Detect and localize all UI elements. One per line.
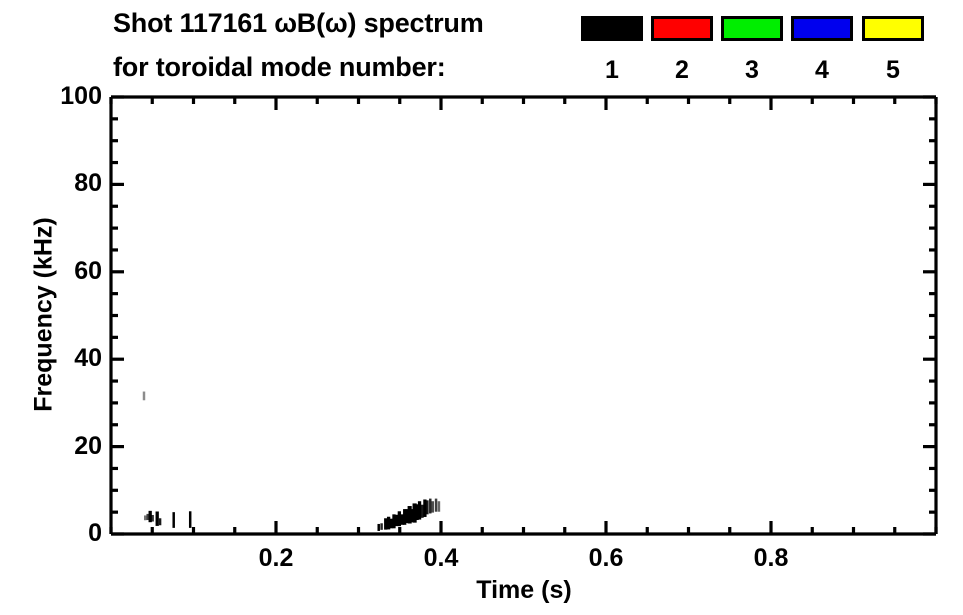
data-mark [155, 511, 159, 526]
data-mark [380, 523, 383, 530]
y-tick-group [111, 95, 936, 536]
series-1 [142, 391, 441, 531]
data-mark [397, 511, 401, 527]
data-mark [172, 512, 175, 528]
legend-label-2: 2 [675, 56, 689, 84]
legend: 1 2 3 4 5 [0, 0, 963, 95]
data-mark [412, 503, 417, 523]
legend-label-1: 1 [605, 56, 619, 84]
y-tick-label-100: 100 [60, 82, 102, 110]
x-tick-group [109, 97, 938, 534]
data-mark [426, 500, 429, 515]
data-mark [384, 518, 388, 530]
data-mark [377, 523, 380, 531]
y-tick-label-0: 0 [88, 519, 102, 547]
x-tick-label-0.2: 0.2 [258, 544, 294, 572]
data-mark [142, 391, 146, 401]
data-mark [429, 498, 432, 514]
data-mark [158, 518, 162, 526]
data-mark [386, 516, 391, 530]
data-mark [403, 509, 407, 525]
legend-swatch-5 [862, 16, 924, 41]
data-mark [392, 514, 396, 529]
legend-swatch-2 [651, 16, 713, 41]
data-mark [437, 501, 441, 512]
data-layer [142, 391, 441, 531]
data-mark [146, 513, 149, 521]
data-mark [144, 515, 147, 521]
data-mark [400, 514, 404, 525]
chart-title-line-2: for toroidal mode number: [113, 52, 446, 82]
data-mark [431, 501, 434, 513]
legend-label-4: 4 [815, 56, 829, 84]
data-mark [405, 509, 409, 524]
x-tick-label-0.4: 0.4 [423, 544, 459, 572]
x-tick-label-0.8: 0.8 [753, 544, 789, 572]
axis-frame [109, 95, 938, 536]
data-mark [420, 504, 424, 518]
legend-label-3: 3 [745, 56, 759, 84]
data-mark [417, 501, 422, 520]
data-mark [415, 504, 419, 521]
chart-title-line-1: Shot 117161 ωB(ω) spectrum [113, 8, 484, 38]
data-mark [423, 499, 427, 517]
y-tick-label-60: 60 [74, 256, 102, 285]
legend-swatch-4 [791, 16, 853, 41]
x-tick-label-0.6: 0.6 [588, 544, 624, 572]
x-axis-label: Time (s) [476, 576, 572, 604]
legend-swatch-1 [581, 16, 643, 41]
y-tick-label-40: 40 [74, 344, 102, 373]
data-mark [148, 510, 152, 523]
data-mark [389, 518, 393, 529]
data-mark [395, 514, 399, 527]
data-mark [151, 514, 154, 522]
legend-swatch-3 [721, 16, 783, 41]
legend-label-5: 5 [886, 56, 900, 84]
y-tick-label-group: 0 20 40 60 80 100 [16, 0, 102, 615]
data-mark [410, 509, 414, 523]
data-mark [188, 511, 192, 528]
data-mark [434, 498, 438, 512]
y-tick-label-80: 80 [74, 169, 102, 198]
y-tick-label-20: 20 [74, 431, 102, 460]
data-mark [407, 506, 412, 524]
